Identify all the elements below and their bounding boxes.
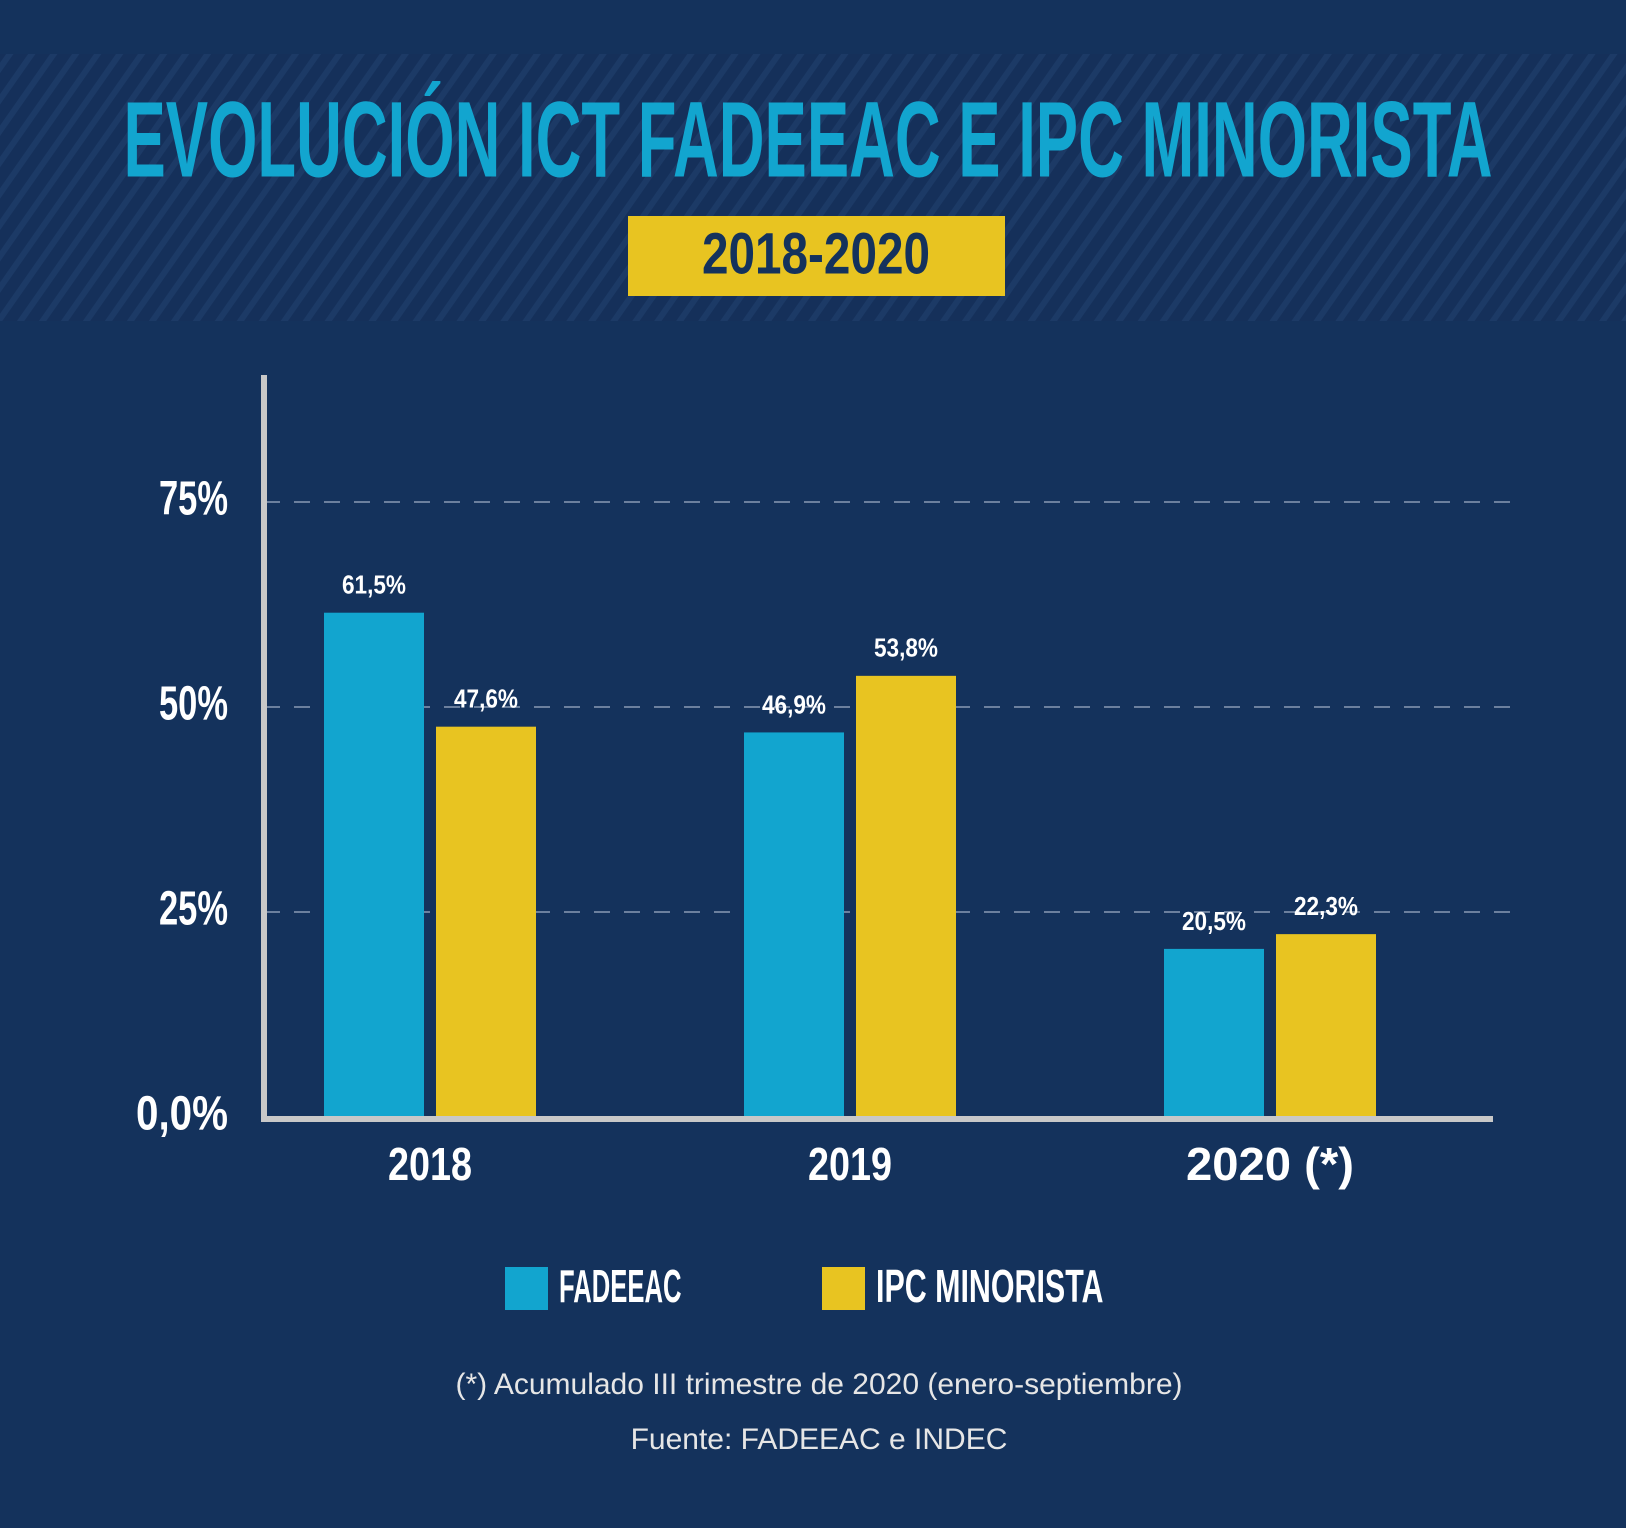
bar xyxy=(324,612,424,1117)
bar xyxy=(744,732,844,1117)
value-label: 22,3% xyxy=(1294,891,1358,921)
bar xyxy=(856,675,956,1117)
y-tick-label: 25% xyxy=(159,883,228,936)
footnote: (*) Acumulado III trimestre de 2020 (ene… xyxy=(456,1368,1183,1401)
value-label: 61,5% xyxy=(342,570,406,600)
x-tick-label: 2018 xyxy=(388,1138,472,1190)
y-tick-label: 75% xyxy=(159,473,228,526)
value-label: 53,8% xyxy=(874,633,938,663)
value-label: 20,5% xyxy=(1182,906,1246,936)
value-label: 47,6% xyxy=(454,684,518,714)
x-tick-label: 2019 xyxy=(808,1138,892,1190)
chart-title: EVOLUCIÓN ICT FADEEAC E IPC MINORISTA xyxy=(124,79,1493,200)
legend-swatch xyxy=(822,1267,865,1310)
legend-label: FADEEAC xyxy=(559,1260,682,1312)
plot-area: 0,0% 25% 50% 75% 2018 61,5% 47,6% 2019 46,9% 53,8… xyxy=(136,375,1519,1312)
x-tick-label: 2020 (*) xyxy=(1186,1138,1354,1190)
legend-label: IPC MINORISTA xyxy=(876,1260,1104,1312)
value-label: 46,9% xyxy=(762,689,826,719)
chart-subtitle: 2018-2020 xyxy=(702,221,930,286)
y-tick-label: 0,0% xyxy=(136,1088,228,1141)
subtitle-box xyxy=(628,216,1005,296)
bar xyxy=(1164,948,1264,1117)
legend-swatch xyxy=(505,1267,548,1310)
bar xyxy=(436,726,536,1117)
y-tick-label: 50% xyxy=(159,678,228,731)
bar xyxy=(1276,934,1376,1117)
source-note: Fuente: FADEEAC e INDEC xyxy=(631,1423,1008,1456)
